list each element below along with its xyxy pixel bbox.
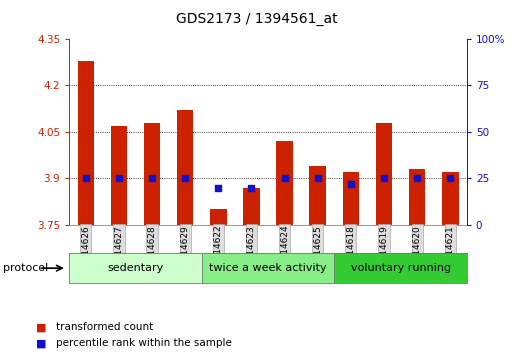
Text: GSM114621: GSM114621: [446, 225, 455, 280]
Text: GSM114625: GSM114625: [313, 225, 322, 280]
Text: GSM114629: GSM114629: [181, 225, 190, 280]
Point: [413, 176, 421, 181]
Text: GSM114628: GSM114628: [148, 225, 156, 280]
Text: transformed count: transformed count: [56, 322, 154, 332]
Bar: [243, 188, 260, 225]
Point: [247, 185, 255, 190]
Point: [313, 176, 322, 181]
Text: percentile rank within the sample: percentile rank within the sample: [56, 338, 232, 348]
Text: ■: ■: [36, 322, 46, 332]
Point: [281, 176, 289, 181]
Point: [115, 176, 123, 181]
Point: [181, 176, 189, 181]
Point: [148, 176, 156, 181]
Text: GSM114622: GSM114622: [214, 225, 223, 279]
Text: GSM114624: GSM114624: [280, 225, 289, 279]
Point: [82, 176, 90, 181]
Point: [347, 181, 355, 187]
Bar: [77, 61, 94, 225]
Text: GSM114627: GSM114627: [114, 225, 124, 280]
Text: voluntary running: voluntary running: [350, 263, 450, 273]
Point: [214, 185, 223, 190]
Bar: [309, 166, 326, 225]
Bar: [409, 169, 425, 225]
Bar: [442, 172, 459, 225]
Bar: [111, 126, 127, 225]
Text: GSM114618: GSM114618: [346, 225, 356, 280]
Bar: [177, 110, 193, 225]
Point: [380, 176, 388, 181]
Text: twice a week activity: twice a week activity: [209, 263, 327, 273]
Text: GSM114623: GSM114623: [247, 225, 256, 280]
Text: ■: ■: [36, 338, 46, 348]
Bar: [210, 209, 227, 225]
Point: [446, 176, 455, 181]
Text: GSM114626: GSM114626: [82, 225, 90, 280]
Bar: [376, 122, 392, 225]
Text: GDS2173 / 1394561_at: GDS2173 / 1394561_at: [175, 12, 338, 27]
Text: sedentary: sedentary: [107, 263, 164, 273]
Bar: [277, 141, 293, 225]
Text: GSM114620: GSM114620: [412, 225, 422, 280]
Bar: [144, 122, 161, 225]
Text: GSM114619: GSM114619: [380, 225, 388, 280]
Bar: [343, 172, 359, 225]
Text: protocol: protocol: [3, 263, 48, 273]
